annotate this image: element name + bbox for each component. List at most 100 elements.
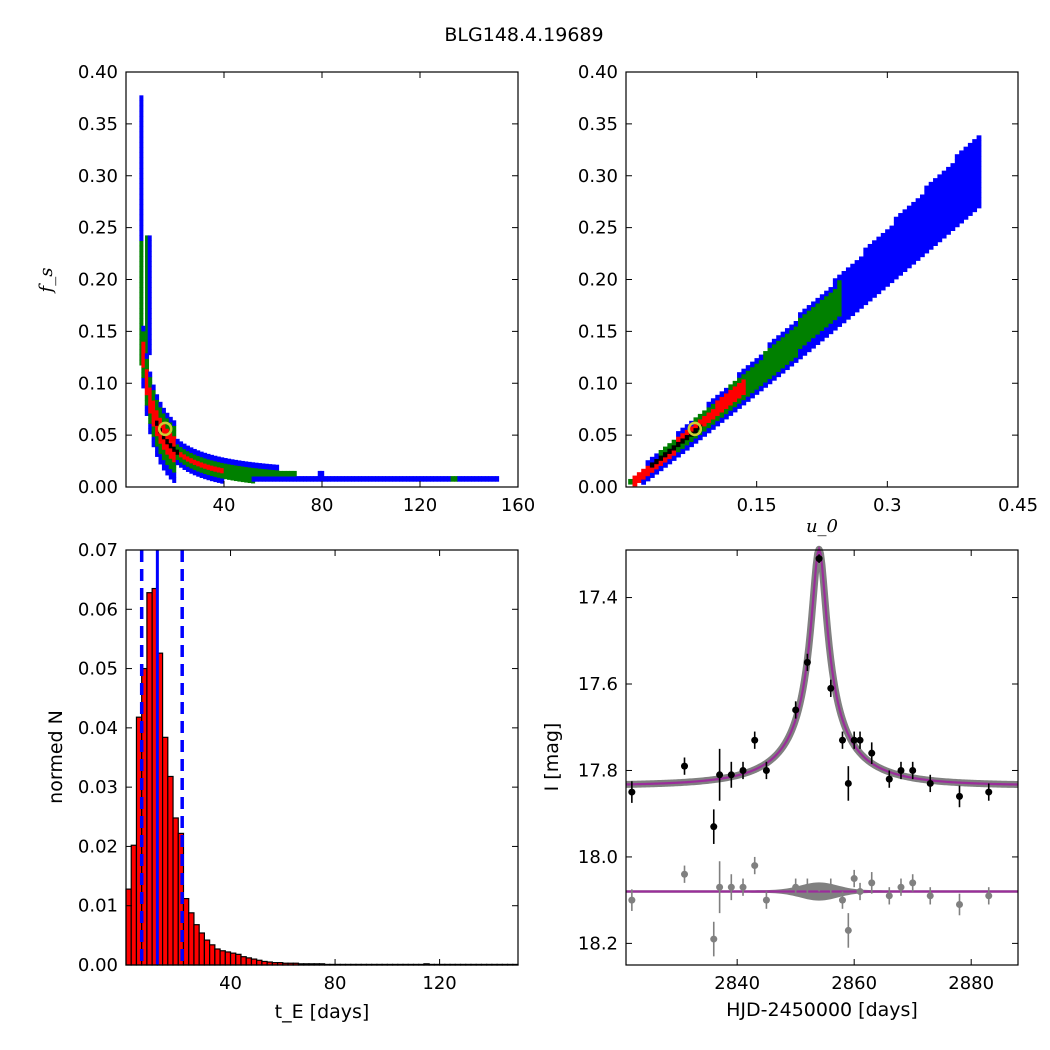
heatmap-cell (893, 227, 899, 233)
heatmap-cell (145, 302, 150, 309)
histogram-bar (229, 952, 237, 966)
heatmap-cell (776, 340, 782, 347)
heatmap-cell (636, 472, 642, 478)
heatmap-cell (959, 217, 964, 224)
heatmap-cell (481, 476, 486, 482)
heatmap-cell (841, 286, 847, 293)
heatmap-cell (811, 332, 816, 339)
y-tick-label: 0.15 (78, 321, 118, 342)
heatmap-cell (819, 335, 825, 342)
y-tick-label: 0.40 (578, 62, 618, 83)
heatmap-cell (950, 168, 956, 174)
heatmap-cell (240, 466, 245, 472)
heatmap-cell (937, 179, 943, 186)
heatmap-cell (798, 322, 803, 329)
heatmap-cell (139, 121, 144, 127)
heatmap-cell (158, 448, 163, 455)
heatmap-cell (819, 309, 825, 316)
data-point (827, 684, 835, 692)
y-tick-label: 0.05 (578, 425, 618, 446)
heatmap-cell (915, 239, 921, 246)
heatmap-cell (636, 477, 642, 483)
heatmap-cell (247, 472, 252, 478)
histogram-bar (209, 944, 216, 966)
heatmap-cell (902, 256, 908, 262)
heatmap-cell (911, 258, 917, 265)
heatmap-cell (967, 184, 973, 190)
heatmap-cell (754, 384, 760, 390)
heatmap-cell (750, 382, 755, 388)
heatmap-cell (815, 323, 821, 330)
heatmap-cell (165, 449, 170, 455)
heatmap-cell (924, 242, 930, 249)
residual-point (844, 926, 852, 934)
heatmap-cell (767, 357, 773, 364)
heatmap-cell (911, 217, 917, 224)
heatmap-cell (889, 267, 895, 273)
heatmap-cell (179, 441, 184, 447)
residual-point (762, 896, 770, 904)
heatmap-cell (950, 220, 956, 226)
heatmap-cell (723, 387, 729, 394)
heatmap-cell (693, 427, 699, 434)
heatmap-cell (357, 476, 362, 482)
heatmap-cell (381, 476, 386, 482)
heatmap-cell (141, 325, 146, 332)
heatmap-cell (885, 255, 890, 261)
heatmap-cell (824, 306, 829, 312)
residual-point (985, 892, 993, 900)
heatmap-cell (715, 394, 721, 401)
heatmap-cell (885, 275, 890, 282)
heatmap-cell (937, 231, 943, 238)
heatmap-cell (906, 262, 912, 269)
heatmap-cell (139, 131, 144, 138)
heatmap-cell (946, 208, 951, 215)
heatmap-cell (793, 336, 799, 343)
heatmap-cell (919, 204, 925, 211)
heatmap-cell (706, 422, 712, 429)
y-tick-label: 18.2 (578, 933, 618, 954)
heatmap-cell (161, 428, 166, 435)
heatmap-cell (144, 368, 149, 375)
heatmap-cell (928, 238, 934, 245)
heatmap-cell (850, 279, 856, 285)
heatmap-cell (941, 227, 947, 234)
heatmap-cell (928, 187, 934, 193)
heatmap-cell (863, 299, 869, 306)
heatmap-cell (279, 470, 284, 477)
heatmap-cell (750, 392, 755, 399)
heatmap-cell (959, 150, 964, 157)
heatmap-cell (924, 211, 930, 218)
heatmap-cell (684, 439, 690, 446)
heatmap-cell (145, 250, 150, 257)
heatmap-cell (147, 266, 152, 273)
data-point (838, 736, 846, 744)
heatmap-cell (959, 207, 964, 214)
heatmap-cell (460, 476, 465, 482)
heatmap-cell (967, 168, 973, 175)
heatmap-cell (876, 252, 882, 258)
heatmap-cell (928, 212, 934, 219)
heatmap-cell (289, 470, 294, 477)
heatmap-cell (802, 329, 808, 335)
heatmap-cell (645, 465, 651, 472)
heatmap-cell (902, 214, 908, 221)
heatmap-cell (837, 305, 843, 312)
heatmap-cell (671, 444, 677, 451)
heatmap-cell (684, 434, 690, 441)
data-point (885, 775, 893, 783)
heatmap-cell (919, 230, 925, 237)
heatmap-cell (148, 381, 153, 388)
heatmap-cell (144, 363, 149, 370)
heatmap-cell (841, 291, 847, 298)
heatmap-cell (806, 336, 812, 342)
heatmap-cell (151, 426, 156, 432)
heatmap-cell (676, 451, 681, 458)
heatmap-cell (385, 476, 390, 482)
heatmap-cell (954, 180, 960, 186)
heatmap-cell (165, 464, 170, 471)
heatmap-cell (172, 420, 177, 426)
heatmap-cell (641, 473, 647, 480)
heatmap-cell (145, 256, 150, 262)
heatmap-cell (144, 379, 149, 385)
